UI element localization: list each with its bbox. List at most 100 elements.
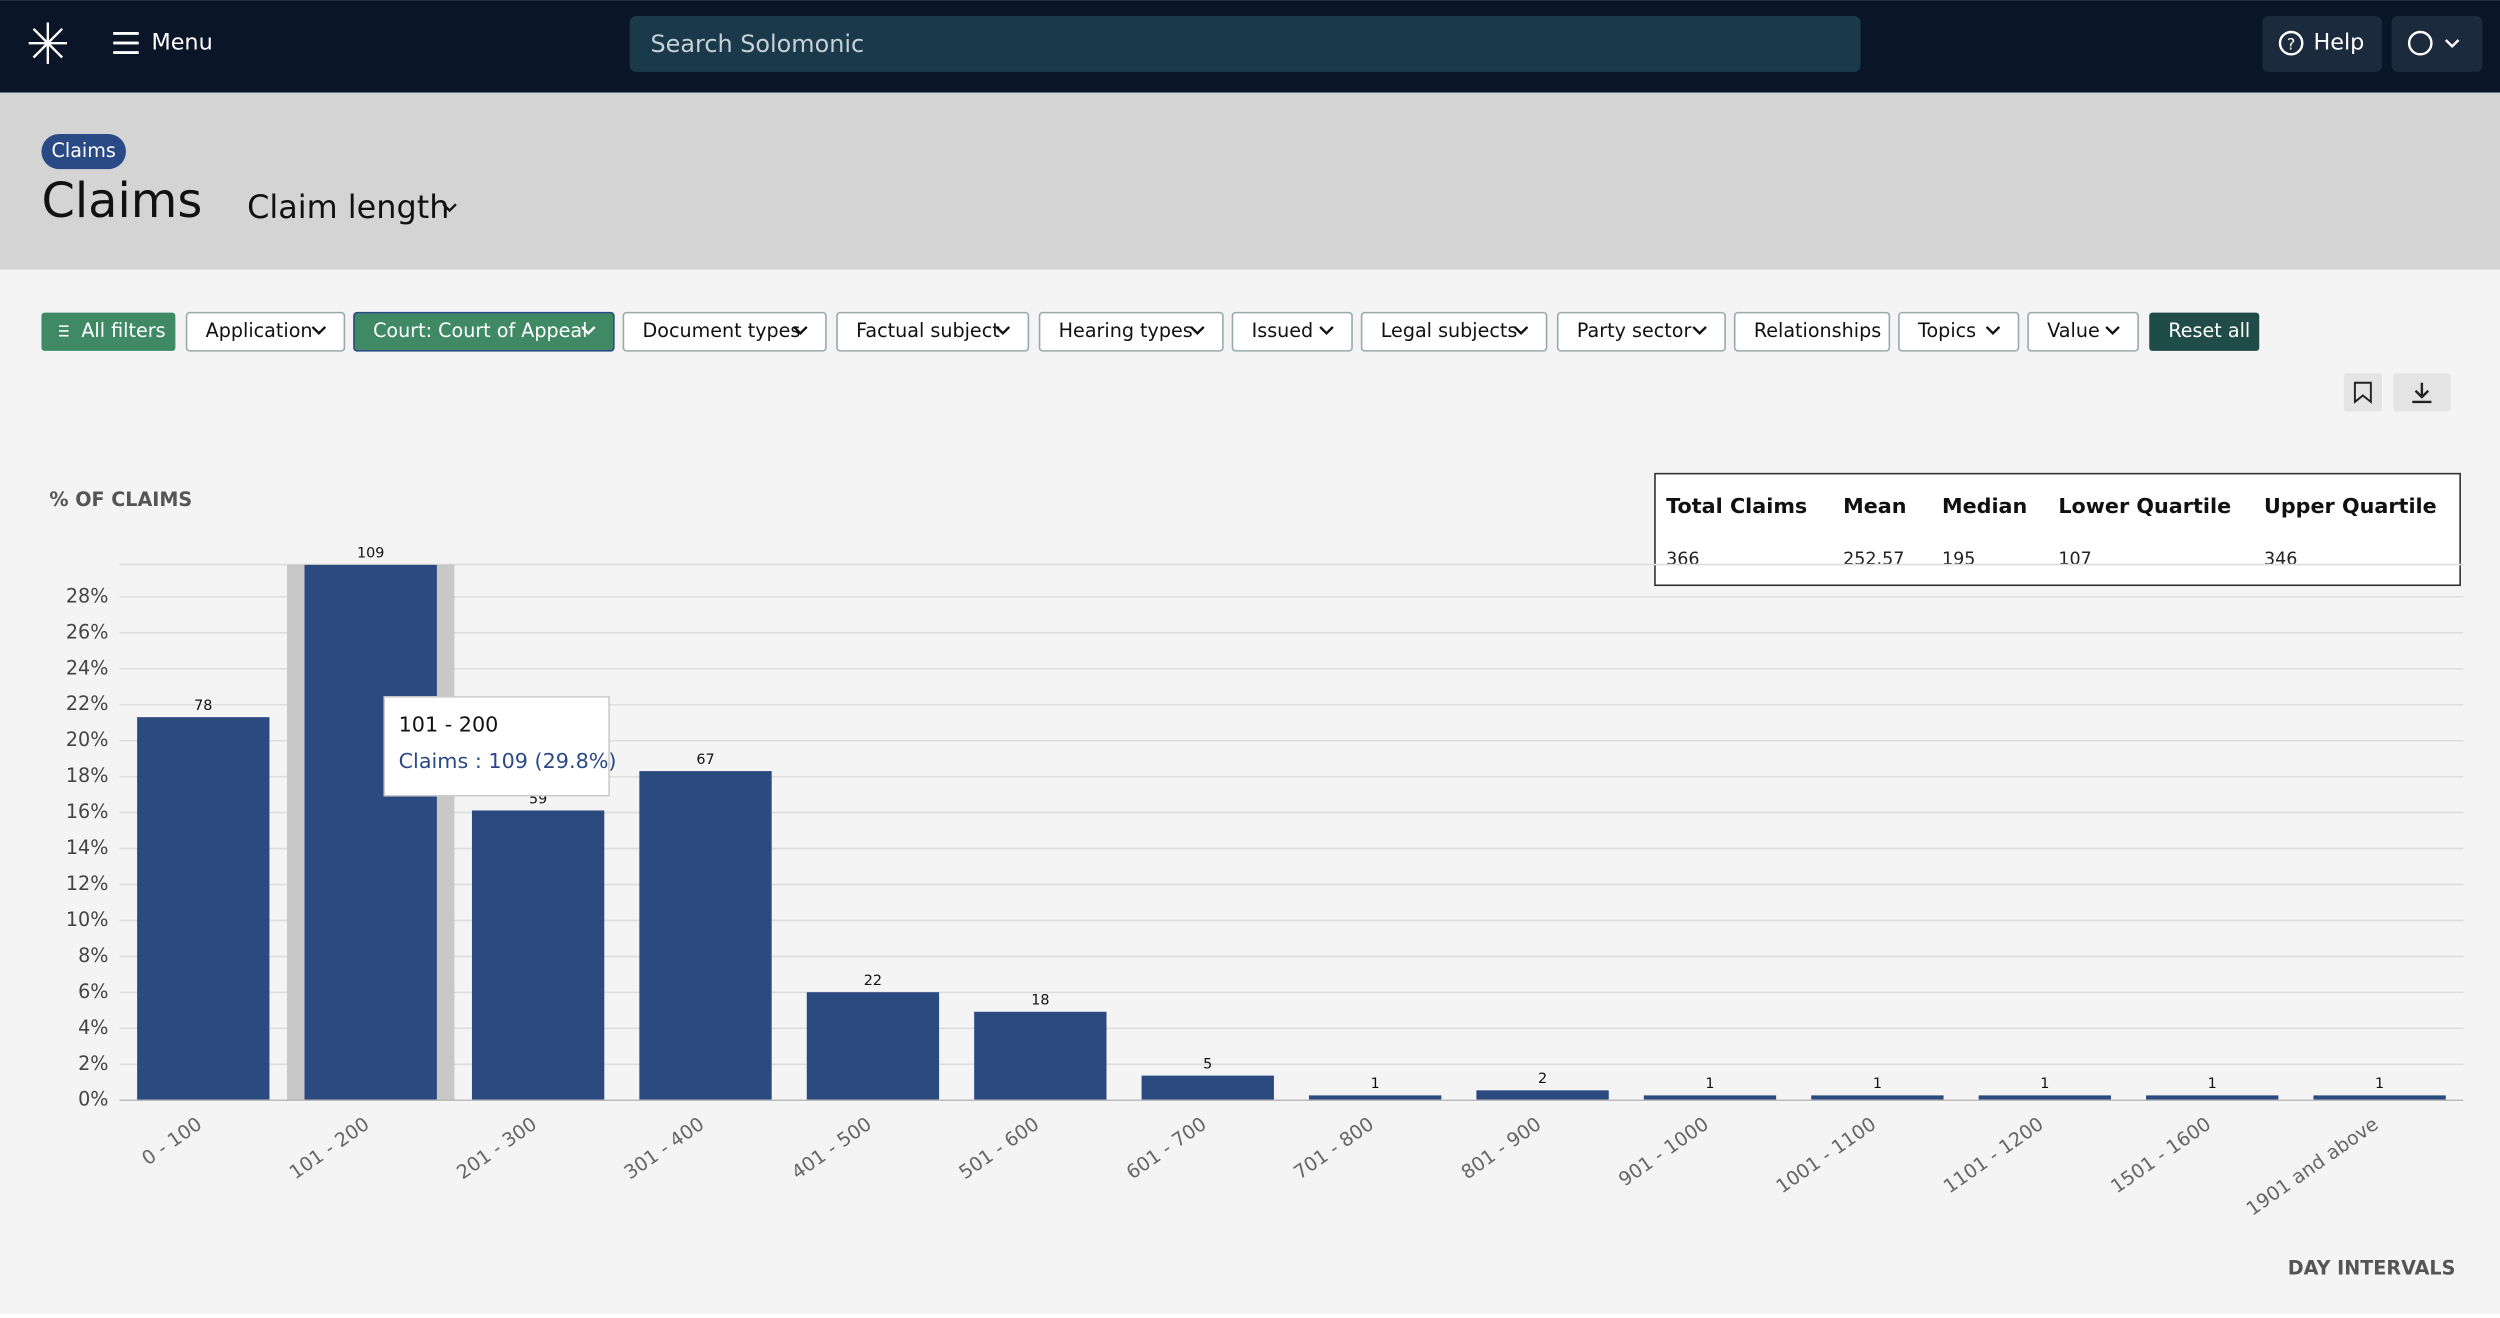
chevron xyxy=(1190,326,1205,336)
data-label: 1 xyxy=(1705,1076,1714,1092)
view-selector[interactable]: Claim length xyxy=(247,188,449,226)
data-label: 22 xyxy=(864,973,882,989)
chevron xyxy=(1692,326,1707,336)
filter-label: Legal subjects xyxy=(1381,319,1518,342)
y-tick-label: 4% xyxy=(78,1016,108,1039)
filter-label: Issued xyxy=(1252,319,1314,342)
bar[interactable] xyxy=(1643,1095,1777,1101)
tooltip-title: 101 - 200 xyxy=(399,713,499,737)
filter-label: Court: Court of Appeal xyxy=(373,319,587,342)
bookmark-icon xyxy=(2353,381,2372,404)
bookmark-button[interactable] xyxy=(2343,373,2383,412)
filter-label: Value xyxy=(2047,319,2100,342)
filter-button[interactable] xyxy=(2149,312,2260,351)
chevron xyxy=(442,203,457,213)
search-placeholder: Search Solomonic xyxy=(651,30,865,58)
bar[interactable] xyxy=(137,717,270,1101)
y-tick-label: 16% xyxy=(66,800,109,823)
x-axis-label: DAY INTERVALS xyxy=(2288,1257,2456,1280)
chevron xyxy=(2105,326,2120,336)
chevron xyxy=(995,326,1011,336)
y-tick-label: 20% xyxy=(66,728,109,751)
stats-header: Mean xyxy=(1843,494,1906,518)
filter-button[interactable] xyxy=(1360,311,1548,352)
stats-header: Median xyxy=(1942,494,2027,518)
search-box[interactable] xyxy=(629,16,1861,72)
filter-button[interactable] xyxy=(1733,311,1891,352)
bar[interactable] xyxy=(1476,1090,1609,1101)
filter-button[interactable] xyxy=(1038,311,1224,352)
data-label: 1 xyxy=(1873,1076,1882,1092)
filter-button[interactable] xyxy=(622,311,827,352)
breadcrumb-pill[interactable] xyxy=(41,134,126,170)
filter-button[interactable] xyxy=(2027,311,2139,352)
bar[interactable] xyxy=(974,1011,1107,1101)
download-icon xyxy=(2412,382,2432,404)
page-title: Claims xyxy=(41,174,202,229)
y-tick-label: 12% xyxy=(66,872,109,895)
bar[interactable] xyxy=(806,992,940,1101)
y-tick-label: 22% xyxy=(66,692,109,715)
stats-value: 107 xyxy=(2058,550,2091,570)
logo-stroke xyxy=(32,27,64,59)
y-tick-label: 24% xyxy=(66,656,109,679)
filter-label: All filters xyxy=(81,319,165,342)
chevron xyxy=(1319,326,1334,336)
stats-value: 195 xyxy=(1942,550,1975,570)
filter-button[interactable] xyxy=(353,311,615,352)
y-axis-label: % OF CLAIMS xyxy=(49,488,192,511)
data-label: 2 xyxy=(1538,1071,1547,1087)
menu-icon xyxy=(113,41,139,45)
stats-header: Upper Quartile xyxy=(2264,494,2437,518)
filter-label: Party sector xyxy=(1577,319,1692,342)
filter-button[interactable] xyxy=(1898,311,2020,352)
filter-button[interactable] xyxy=(41,312,176,351)
data-label: 67 xyxy=(696,752,714,768)
title-band xyxy=(0,92,2500,270)
stats-value: 366 xyxy=(1666,550,1699,570)
bar[interactable] xyxy=(639,771,772,1101)
data-label: 18 xyxy=(1031,993,1049,1009)
help-q: ? xyxy=(2287,34,2295,53)
y-tick-label: 0% xyxy=(78,1088,108,1111)
breadcrumb: Claims xyxy=(52,139,116,162)
bar[interactable] xyxy=(304,564,437,1101)
bar[interactable] xyxy=(1978,1095,2111,1101)
bar[interactable] xyxy=(1141,1075,1274,1101)
y-tick-label: 26% xyxy=(66,620,109,643)
data-label: 1 xyxy=(2375,1076,2384,1092)
bar[interactable] xyxy=(1308,1095,1442,1101)
user-button[interactable] xyxy=(2391,16,2483,72)
data-label: 78 xyxy=(194,698,212,714)
filter-button[interactable] xyxy=(185,311,346,352)
filter-label: Reset all xyxy=(2168,319,2250,342)
filter-button[interactable] xyxy=(1231,311,1353,352)
filter-icon xyxy=(58,325,69,327)
bar[interactable] xyxy=(1811,1095,1944,1101)
bar[interactable] xyxy=(2146,1095,2279,1101)
chevron xyxy=(581,326,596,336)
bar[interactable] xyxy=(471,810,605,1101)
help-button[interactable] xyxy=(2262,16,2383,72)
filter-button[interactable] xyxy=(1556,311,1726,352)
menu-label[interactable]: Menu xyxy=(151,30,212,56)
help-icon xyxy=(2278,30,2304,56)
chevron xyxy=(793,326,808,336)
filter-label: Hearing types xyxy=(1059,319,1193,342)
y-tick-label: 8% xyxy=(78,944,108,967)
stats-table xyxy=(1654,472,2461,587)
data-label: 1 xyxy=(2040,1076,2049,1092)
menu-icon xyxy=(113,51,139,55)
data-label: 1 xyxy=(1371,1076,1380,1092)
chevron xyxy=(1513,326,1529,336)
chevron xyxy=(311,326,327,336)
help-label: Help xyxy=(2313,30,2364,56)
menu-icon xyxy=(113,32,139,35)
data-label: 5 xyxy=(1203,1056,1212,1072)
filter-label: Topics xyxy=(1917,319,1976,342)
bar[interactable] xyxy=(2313,1095,2446,1101)
filter-button[interactable] xyxy=(836,311,1030,352)
y-tick-label: 18% xyxy=(66,764,109,787)
filter-label: Application xyxy=(206,319,313,342)
